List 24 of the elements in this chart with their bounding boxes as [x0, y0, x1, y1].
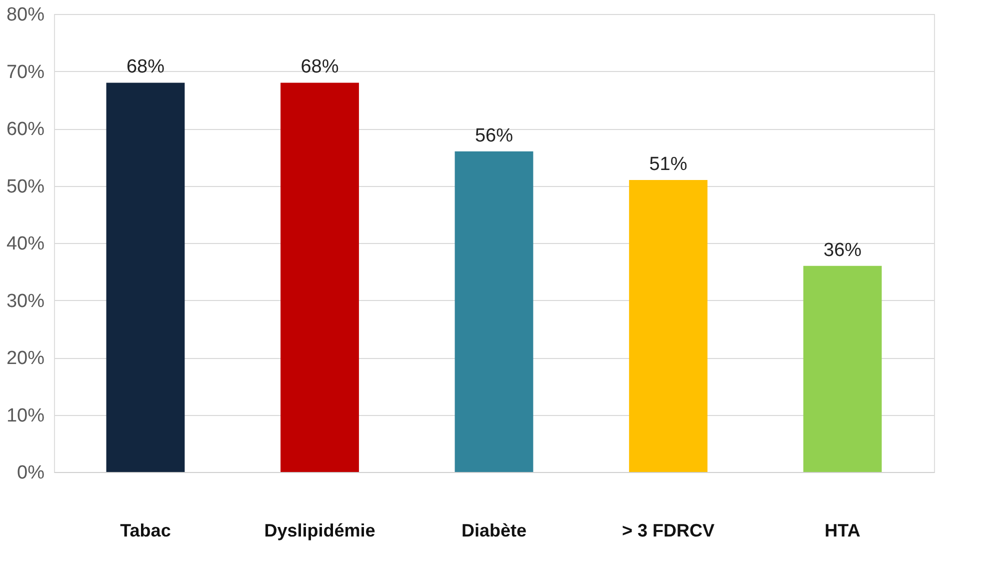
data-label: 68%	[300, 56, 339, 78]
bar	[454, 151, 534, 472]
y-tick-label: 60%	[6, 119, 45, 140]
y-tick-label: 20%	[6, 348, 45, 369]
data-label: 51%	[649, 154, 688, 176]
y-tick-label: 40%	[6, 234, 45, 254]
y-tick-label: 0%	[17, 462, 45, 484]
x-tick-label: Tabac	[120, 520, 171, 540]
y-tick-label: 30%	[6, 290, 45, 312]
x-tick-label: HTA	[824, 520, 860, 540]
x-tick-label: > 3 FDRCV	[622, 520, 715, 540]
y-tick-label: 50%	[6, 176, 45, 198]
bar	[629, 180, 708, 472]
bar	[280, 82, 359, 472]
data-label: 36%	[824, 240, 862, 261]
bar	[803, 266, 882, 472]
bar	[106, 82, 185, 472]
x-tick-label: Diabète	[461, 520, 527, 540]
x-tick-label: Dyslipidémie	[264, 520, 376, 540]
y-tick-label: 80%	[6, 4, 45, 26]
y-tick-label: 70%	[6, 62, 45, 83]
data-label: 56%	[474, 125, 514, 146]
data-label: 68%	[126, 56, 165, 78]
y-tick-label: 10%	[6, 405, 45, 426]
